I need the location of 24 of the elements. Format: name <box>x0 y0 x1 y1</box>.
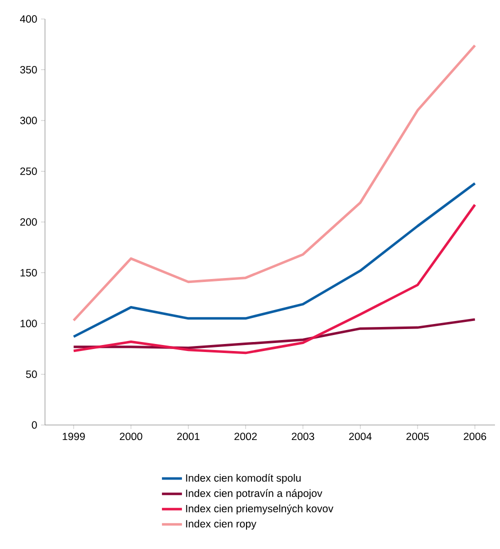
line-series <box>72 44 476 322</box>
line-series <box>72 203 476 354</box>
x-tick-label: 2001 <box>177 432 200 440</box>
y-tick-label: 300 <box>20 116 37 124</box>
x-tick-label: 2005 <box>406 432 429 440</box>
y-tick-label: 350 <box>20 66 37 74</box>
legend-label: Index cien ropy <box>186 520 256 530</box>
x-tick-label: 2004 <box>349 432 372 440</box>
x-tick-label: 2006 <box>464 432 486 440</box>
y-tick-label: 100 <box>20 320 37 328</box>
x-tick-label: 1999 <box>62 432 85 440</box>
legend-label: Index cien potravín a nápojov <box>186 489 322 500</box>
y-tick-label: 50 <box>26 370 37 378</box>
legend-label: Index cien komodít spolu <box>186 474 301 484</box>
x-tick-label: 2002 <box>234 432 257 440</box>
y-tick-label: 200 <box>20 218 37 226</box>
y-tick-label: 250 <box>20 168 37 175</box>
x-tick-label: 2003 <box>292 432 314 440</box>
y-tick-label: 0 <box>32 421 37 429</box>
y-tick-label: 150 <box>20 269 37 276</box>
x-tick-label: 2000 <box>120 432 142 440</box>
y-tick-label: 400 <box>20 15 37 23</box>
legend-label: Index cien priemyselných kovov <box>186 504 334 514</box>
line-series <box>72 182 476 338</box>
